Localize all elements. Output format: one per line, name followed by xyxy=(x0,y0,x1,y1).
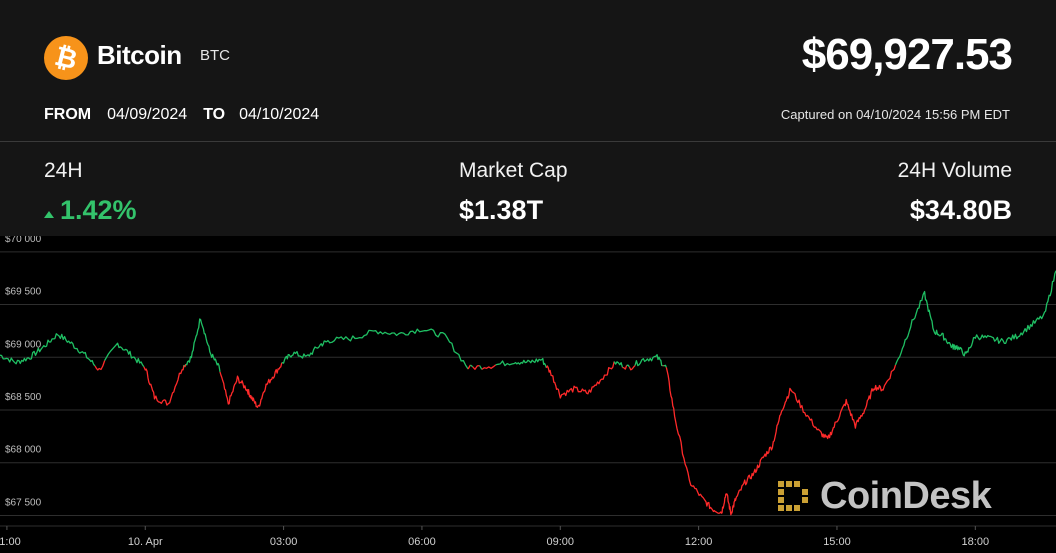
price-segment-up xyxy=(0,333,96,367)
price-segment-up xyxy=(663,364,667,368)
price-segment-up xyxy=(613,361,624,368)
price-segment-down xyxy=(622,365,628,370)
price-line xyxy=(0,270,1056,516)
price-segment-down xyxy=(219,362,283,408)
up-triangle-icon xyxy=(44,211,54,218)
change-percent: 1.42% xyxy=(60,195,137,225)
price-segment-up xyxy=(479,365,483,370)
price-segment-down xyxy=(472,364,480,370)
price-segment-up xyxy=(894,270,1056,366)
from-date[interactable]: 04/09/2024 xyxy=(107,106,188,123)
x-tick-label: 15:00 xyxy=(823,536,851,548)
volume-label: 24H Volume xyxy=(897,159,1012,182)
chart-gridlines xyxy=(0,251,1056,527)
to-label: TO xyxy=(203,106,226,123)
current-price: $69,927.53 xyxy=(801,30,1013,79)
price-segment-down xyxy=(467,364,471,370)
x-tick-label: 09:00 xyxy=(547,536,575,548)
price-segment-down xyxy=(481,364,497,370)
x-tick-label: 12:00 xyxy=(685,536,713,548)
price-segment-up xyxy=(469,364,474,368)
y-tick-label: $68 500 xyxy=(5,392,42,403)
price-segment-down xyxy=(665,364,897,516)
date-range: FROM 04/09/2024 TO 04/10/2024 xyxy=(44,106,319,124)
change-value: 1.42% xyxy=(44,195,137,226)
price-segment-up xyxy=(495,357,548,369)
price-segment-up xyxy=(626,364,630,368)
change-label: 24H xyxy=(44,159,83,182)
watermark-text: CoinDesk xyxy=(820,475,992,517)
market-cap-value: $1.38T xyxy=(459,195,544,225)
x-tick-label: 21:00 xyxy=(0,536,21,548)
y-tick-label: $70 000 xyxy=(5,236,42,245)
price-segment-up xyxy=(185,318,221,373)
y-tick-label: $69 000 xyxy=(5,339,42,350)
price-segment-down xyxy=(143,364,185,406)
from-label: FROM xyxy=(44,106,92,123)
price-segment-up xyxy=(634,354,663,367)
x-tick-label: 03:00 xyxy=(270,536,298,548)
x-axis-labels: 21:00 10. Apr 03:00 06:00 09:00 12:00 15:00 18:… xyxy=(0,526,989,548)
asset-name: Bitcoin xyxy=(97,40,182,70)
coindesk-logo-icon xyxy=(778,480,808,511)
price-segment-down xyxy=(94,360,106,371)
asset-symbol: BTC xyxy=(200,47,230,64)
price-segment-down xyxy=(545,361,615,399)
price-chart: $67 500 $68 000 $68 500 $69 000 $69 500 $70 0… xyxy=(0,236,1056,548)
y-tick-label: $68 000 xyxy=(5,445,42,456)
y-axis-labels: $67 500 $68 000 $68 500 $69 000 $69 500 $70 0… xyxy=(5,236,42,508)
to-date[interactable]: 04/10/2024 xyxy=(239,106,320,123)
price-segment-up xyxy=(104,342,145,368)
header-panel: ₿ Bitcoin BTC $69,927.53 FROM 04/09/2024… xyxy=(0,0,1056,236)
market-cap-label: Market Cap xyxy=(459,159,568,182)
coindesk-watermark: CoinDesk xyxy=(776,475,992,518)
bitcoin-logo-icon: ₿ xyxy=(44,36,88,80)
x-tick-label: 10. Apr xyxy=(128,536,163,548)
captured-timestamp: Captured on 04/10/2024 15:56 PM EDT xyxy=(780,107,1010,122)
price-segment-up xyxy=(281,328,469,370)
x-tick-label: 06:00 xyxy=(408,536,436,548)
y-tick-label: $69 500 xyxy=(5,287,42,298)
header-divider xyxy=(0,141,1056,142)
y-tick-label: $67 500 xyxy=(5,497,42,508)
volume-value: $34.80B xyxy=(909,195,1012,225)
x-tick-label: 18:00 xyxy=(962,536,990,548)
price-segment-down xyxy=(628,365,636,371)
